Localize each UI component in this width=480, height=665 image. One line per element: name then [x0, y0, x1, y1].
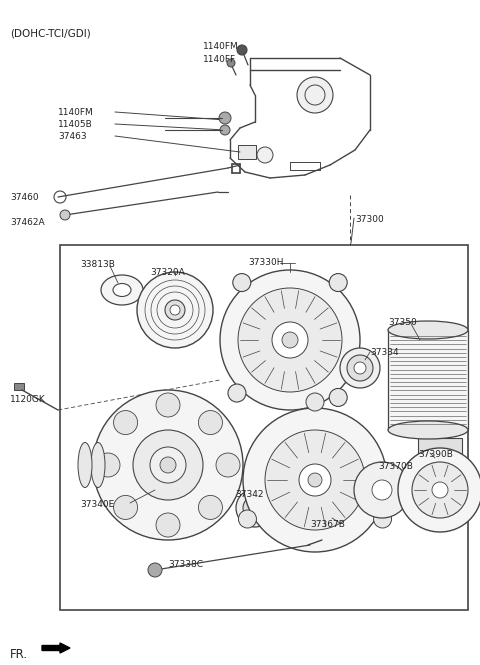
- Bar: [238, 145, 256, 159]
- Ellipse shape: [421, 493, 434, 503]
- Text: 1120GK: 1120GK: [10, 395, 46, 404]
- Circle shape: [347, 355, 373, 381]
- Circle shape: [372, 480, 392, 500]
- Circle shape: [160, 457, 176, 473]
- Text: 37300: 37300: [355, 215, 384, 224]
- Circle shape: [150, 447, 186, 483]
- Circle shape: [198, 495, 222, 519]
- Circle shape: [237, 45, 247, 55]
- Text: 37340E: 37340E: [80, 500, 114, 509]
- Circle shape: [299, 464, 331, 496]
- Text: (DOHC-TCI/GDI): (DOHC-TCI/GDI): [10, 28, 91, 38]
- Text: 37350: 37350: [388, 318, 417, 327]
- Circle shape: [156, 393, 180, 417]
- Circle shape: [133, 430, 203, 500]
- Circle shape: [60, 210, 70, 220]
- Ellipse shape: [113, 283, 131, 297]
- Text: 1140FM: 1140FM: [203, 42, 239, 51]
- Ellipse shape: [388, 321, 468, 339]
- Ellipse shape: [408, 485, 420, 495]
- Circle shape: [216, 453, 240, 477]
- Circle shape: [243, 496, 267, 520]
- Circle shape: [340, 348, 380, 388]
- Circle shape: [96, 453, 120, 477]
- Circle shape: [282, 332, 298, 348]
- Circle shape: [239, 510, 256, 528]
- Text: 37370B: 37370B: [378, 462, 413, 471]
- Circle shape: [236, 489, 274, 527]
- Circle shape: [354, 462, 410, 518]
- Bar: [367, 480, 397, 500]
- Ellipse shape: [388, 421, 468, 439]
- Circle shape: [220, 125, 230, 135]
- Circle shape: [165, 300, 185, 320]
- Text: 37342: 37342: [235, 490, 264, 499]
- Text: 33813B: 33813B: [80, 260, 115, 269]
- Text: 1140FF: 1140FF: [203, 55, 236, 64]
- Circle shape: [257, 147, 273, 163]
- Ellipse shape: [91, 442, 105, 487]
- Circle shape: [114, 410, 138, 434]
- Bar: [418, 438, 462, 454]
- Circle shape: [170, 305, 180, 315]
- Circle shape: [329, 273, 347, 291]
- Text: 37320A: 37320A: [150, 268, 185, 277]
- Circle shape: [432, 482, 448, 498]
- Circle shape: [329, 388, 347, 406]
- Circle shape: [228, 384, 246, 402]
- Text: 37330H: 37330H: [248, 258, 284, 267]
- Circle shape: [233, 273, 251, 291]
- Text: 37463: 37463: [58, 132, 86, 141]
- Circle shape: [219, 112, 231, 124]
- Circle shape: [398, 448, 480, 532]
- Text: 37334: 37334: [370, 348, 398, 357]
- Text: 11405B: 11405B: [58, 120, 93, 129]
- Circle shape: [373, 510, 392, 528]
- Ellipse shape: [435, 501, 448, 511]
- Circle shape: [412, 462, 468, 518]
- Circle shape: [250, 503, 260, 513]
- Circle shape: [306, 393, 324, 411]
- Circle shape: [308, 473, 322, 487]
- Circle shape: [198, 410, 222, 434]
- Circle shape: [272, 322, 308, 358]
- Text: FR.: FR.: [10, 648, 28, 661]
- Ellipse shape: [101, 275, 143, 305]
- Ellipse shape: [78, 442, 92, 487]
- Circle shape: [354, 362, 366, 374]
- Circle shape: [93, 390, 243, 540]
- FancyArrow shape: [42, 643, 70, 653]
- Circle shape: [137, 272, 213, 348]
- Circle shape: [227, 59, 235, 67]
- Bar: [388, 330, 468, 430]
- Text: 37460: 37460: [10, 193, 38, 202]
- Circle shape: [265, 430, 365, 530]
- Text: 37338C: 37338C: [168, 560, 203, 569]
- Text: 37390B: 37390B: [418, 450, 453, 459]
- Text: 37462A: 37462A: [10, 218, 45, 227]
- Circle shape: [148, 563, 162, 577]
- Bar: [14, 383, 24, 390]
- Circle shape: [156, 513, 180, 537]
- Ellipse shape: [450, 509, 462, 519]
- Circle shape: [114, 495, 138, 519]
- Text: 1140FM: 1140FM: [58, 108, 94, 117]
- Circle shape: [297, 77, 333, 113]
- Text: 37367B: 37367B: [310, 520, 345, 529]
- Circle shape: [238, 288, 342, 392]
- Circle shape: [243, 408, 387, 552]
- Bar: [60, 245, 468, 610]
- Circle shape: [220, 270, 360, 410]
